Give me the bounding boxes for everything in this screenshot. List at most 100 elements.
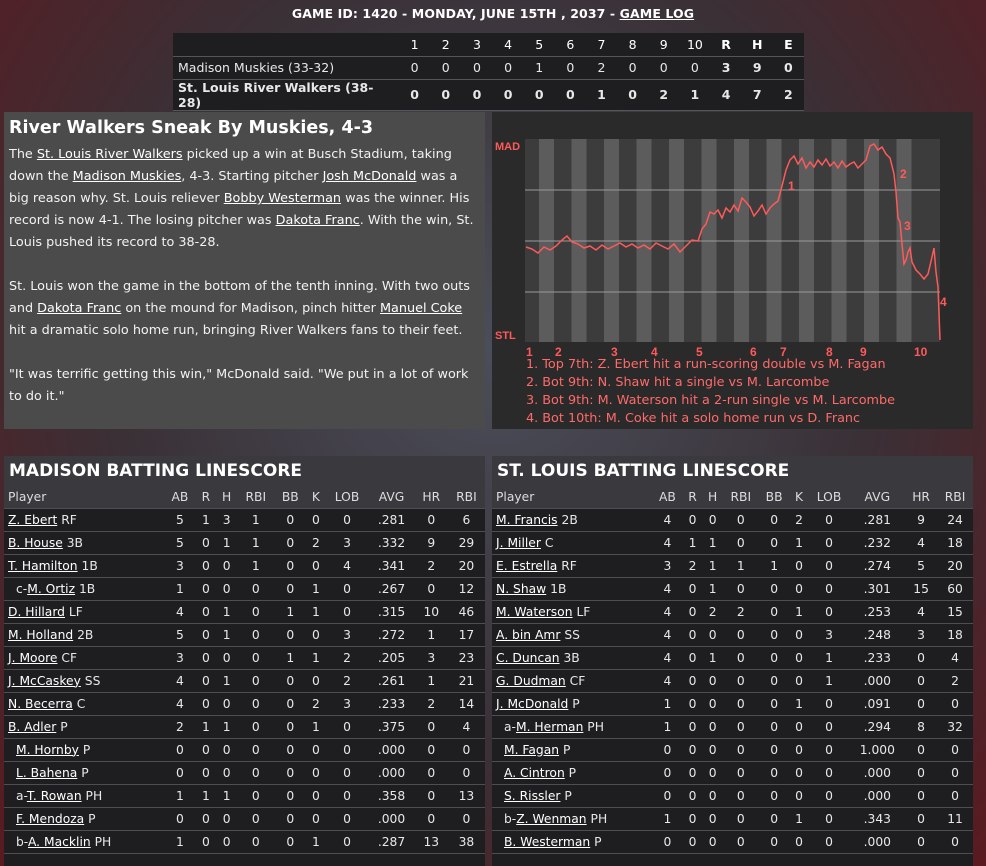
team-total-r: 3: [710, 56, 742, 80]
stat-cell: 0: [216, 577, 238, 601]
stat-cell: 0: [789, 623, 809, 647]
stat-cell: 0: [306, 807, 326, 831]
stat-cell: 0: [164, 761, 196, 785]
linescore-team-name: St. Louis River Walkers (38-28): [173, 79, 400, 111]
player-link[interactable]: A. bin Amr: [496, 627, 561, 642]
stat-cell: 0: [325, 830, 369, 854]
stat-cell: 0: [905, 761, 938, 785]
stat-cell: 1: [652, 715, 683, 739]
player-link[interactable]: D. Hillard: [8, 604, 65, 619]
player-link[interactable]: M. Herman: [515, 719, 584, 734]
stat-cell: 0: [702, 669, 723, 693]
stat-cell: 2: [164, 715, 196, 739]
player-position: RF: [561, 558, 577, 573]
stat-cell: 0: [216, 554, 238, 578]
inning-header: 7: [585, 33, 618, 57]
stat-cell: 2: [789, 508, 809, 532]
player-link[interactable]: C. Duncan: [496, 650, 560, 665]
stat-cell: 2: [722, 600, 759, 624]
player-link[interactable]: S. Rissler: [504, 788, 561, 803]
player-link[interactable]: J. Moore: [8, 650, 58, 665]
player-link[interactable]: A. Cintron: [504, 765, 565, 780]
player-link[interactable]: E. Estrella: [496, 558, 558, 573]
stat-cell: 0: [237, 692, 275, 716]
stat-cell: 0: [164, 807, 196, 831]
inning-label: 5: [696, 345, 703, 359]
player-link[interactable]: N. Becerra: [8, 696, 73, 711]
stat-cell: .294: [849, 715, 906, 739]
player-link[interactable]: M. Hornby: [16, 742, 79, 757]
column-header: AB: [652, 486, 683, 509]
madison-batting-table: Player AB R H RBI BB K LOB AVG HR RBI Z. Ebert RF 5…: [4, 486, 485, 854]
stat-cell: 46: [447, 600, 485, 624]
player-link[interactable]: N. Shaw: [496, 581, 547, 596]
player-row: M. Francis 2B 4 0 0 0 0 2 0.281 9 24: [492, 508, 973, 532]
stat-cell: 3: [905, 623, 938, 647]
stat-cell: 0: [237, 623, 275, 647]
player-link[interactable]: J. McCaskey: [8, 673, 81, 688]
linescore-team-name: Madison Muskies (33-32): [173, 56, 400, 80]
stat-cell: 0: [722, 669, 759, 693]
stat-cell: 5: [164, 531, 196, 555]
player-link[interactable]: Z. Ebert: [8, 512, 58, 527]
player-sub-prefix: a-: [16, 788, 27, 803]
column-header: LOB: [325, 486, 369, 509]
player-link[interactable]: L. Bahena: [16, 765, 78, 780]
column-header: H: [216, 486, 238, 509]
stat-cell: .000: [849, 784, 906, 808]
story-text: "It was terrific getting this win," McDo…: [9, 367, 469, 404]
player-link[interactable]: T. Rowan: [26, 788, 82, 803]
player-link[interactable]: B. House: [8, 535, 63, 550]
stat-cell: 1: [789, 807, 809, 831]
stat-cell: 0: [447, 738, 485, 762]
story-link[interactable]: Josh McDonald: [322, 169, 417, 184]
story-link[interactable]: Bobby Westerman: [223, 191, 342, 206]
story-link[interactable]: Madison Muskies: [72, 169, 182, 184]
player-link[interactable]: M. Waterson: [496, 604, 573, 619]
player-row: a-T. Rowan PH 1 1 1 0 0 0 0.358 0 13: [4, 784, 485, 808]
stat-cell: 0: [682, 807, 703, 831]
stat-cell: .000: [368, 807, 415, 831]
player-link[interactable]: F. Mendoza: [16, 811, 85, 826]
stat-cell: 18: [937, 623, 973, 647]
story-link[interactable]: Dakota Franc: [37, 301, 122, 316]
stat-cell: 0: [195, 554, 217, 578]
inning-label: 6: [750, 345, 757, 359]
player-link[interactable]: A. Macklin: [27, 834, 91, 849]
story-link[interactable]: St. Louis River Walkers: [36, 147, 183, 162]
player-link[interactable]: B. Westerman: [504, 834, 591, 849]
player-link[interactable]: B. Adler: [8, 719, 57, 734]
stat-cell: 3: [325, 531, 369, 555]
player-link[interactable]: J. McDonald: [496, 696, 569, 711]
player-link[interactable]: M. Francis: [496, 512, 558, 527]
player-row: M. Hornby P 0 0 0 0 0 0 0.000 0 0: [4, 738, 485, 762]
stat-cell: 4: [652, 646, 683, 670]
stat-cell: 60: [937, 577, 973, 601]
story-link[interactable]: Manuel Coke: [379, 301, 463, 316]
stat-cell: 3: [216, 508, 238, 532]
story-link[interactable]: Dakota Franc: [275, 213, 360, 228]
stat-cell: .000: [849, 830, 906, 854]
player-row: J. Moore CF 3 0 0 0 1 1 2.205 3 23: [4, 646, 485, 670]
stat-cell: 0: [325, 807, 369, 831]
stat-cell: 0: [808, 761, 850, 785]
stat-cell: 0: [758, 531, 790, 555]
stat-cell: 0: [682, 669, 703, 693]
player-link[interactable]: J. Miller: [496, 535, 541, 550]
player-link[interactable]: M. Fagan: [504, 742, 560, 757]
game-log-link[interactable]: GAME LOG: [619, 6, 695, 21]
player-link[interactable]: T. Hamilton: [8, 558, 78, 573]
stat-cell: 0: [905, 830, 938, 854]
stat-cell: 0: [195, 669, 217, 693]
stat-cell: 0: [702, 508, 723, 532]
player-link[interactable]: Z. Wenman: [516, 811, 587, 826]
stat-cell: 0: [702, 715, 723, 739]
player-link[interactable]: G. Dudman: [496, 673, 566, 688]
team-total-r: 4: [710, 79, 742, 111]
inning-runs: 0: [430, 79, 462, 111]
player-link[interactable]: M. Ortiz: [27, 581, 76, 596]
player-link[interactable]: M. Holland: [8, 627, 74, 642]
stat-cell: .233: [849, 646, 906, 670]
stat-cell: 1: [414, 623, 448, 647]
stat-cell: 0: [789, 577, 809, 601]
